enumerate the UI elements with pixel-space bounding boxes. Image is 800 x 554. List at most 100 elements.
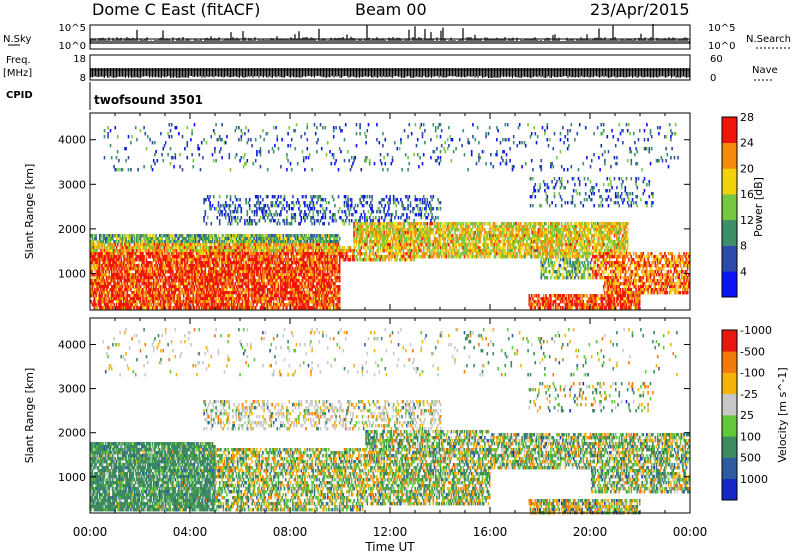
power-echo-cell — [199, 147, 201, 150]
power-echo-cell — [203, 138, 205, 141]
power-echo-cell — [113, 258, 115, 261]
power-echo-cell — [249, 291, 251, 294]
power-echo-cell — [182, 264, 184, 267]
power-echo-cell — [238, 300, 240, 303]
power-echo-cell — [212, 246, 214, 249]
power-echo-cell — [241, 276, 243, 279]
power-echo-cell — [165, 141, 167, 144]
power-echo-cell — [242, 132, 244, 135]
power-echo-cell — [109, 273, 111, 276]
power-echo-cell — [110, 129, 112, 132]
power-echo-field — [91, 123, 690, 309]
power-echo-cell — [134, 234, 136, 237]
power-echo-cell — [167, 153, 169, 156]
power-echo-cell — [149, 234, 151, 237]
power-echo-cell — [199, 153, 201, 156]
power-echo-cell — [170, 147, 172, 150]
power-echo-cell — [149, 270, 151, 273]
power-echo-cell — [95, 234, 97, 237]
power-echo-cell — [208, 300, 210, 303]
power-echo-cell — [116, 288, 118, 291]
power-echo-cell — [247, 219, 249, 222]
power-echo-cell — [116, 267, 118, 270]
power-echo-cell — [142, 249, 144, 252]
power-echo-cell — [250, 243, 252, 246]
power-echo-cell — [214, 132, 216, 135]
power-echo-cell — [239, 288, 241, 291]
power-echo-cell — [100, 237, 102, 240]
power-echo-cell — [244, 153, 246, 156]
power-echo-cell — [178, 237, 180, 240]
power-echo-cell — [152, 267, 154, 270]
power-echo-cell — [188, 258, 190, 261]
power-echo-cell — [142, 252, 144, 255]
power-echo-cell — [193, 294, 195, 297]
power-echo-cell — [248, 234, 250, 237]
power-echo-cell — [231, 216, 233, 219]
power-echo-cell — [229, 216, 231, 219]
power-echo-cell — [236, 264, 238, 267]
power-echo-cell — [99, 246, 101, 249]
power-echo-cell — [104, 135, 106, 138]
power-echo-cell — [248, 201, 250, 204]
power-echo-cell — [189, 282, 191, 285]
power-echo-cell — [241, 216, 243, 219]
power-echo-cell — [244, 249, 246, 252]
power-echo-cell — [165, 282, 167, 285]
power-echo-cell — [214, 147, 216, 150]
power-echo-cell — [248, 261, 250, 264]
power-echo-cell — [124, 261, 126, 264]
power-echo-cell — [197, 273, 199, 276]
power-echo-cell — [243, 288, 245, 291]
power-echo-cell — [226, 135, 228, 138]
power-echo-cell — [122, 288, 124, 291]
power-echo-cell — [218, 201, 220, 204]
power-echo-cell — [106, 297, 108, 300]
freq-top-tick: 18 — [73, 54, 86, 65]
power-echo-cell — [197, 267, 199, 270]
power-echo-cell — [139, 261, 141, 264]
cpid-label: CPID — [6, 90, 33, 101]
power-echo-cell — [229, 156, 231, 159]
power-echo-cell — [124, 252, 126, 255]
power-echo-cell — [148, 285, 150, 288]
power-echo-cell — [104, 129, 106, 132]
power-echo-cell — [125, 237, 127, 240]
power-echo-cell — [243, 156, 245, 159]
power-echo-cell — [121, 279, 123, 282]
power-echo-cell — [116, 303, 118, 306]
power-echo-cell — [163, 159, 165, 162]
power-echo-cell — [170, 303, 172, 306]
power-echo-cell — [208, 303, 210, 306]
power-echo-cell — [207, 216, 209, 219]
power-echo-cell — [235, 129, 237, 132]
power-echo-cell — [149, 255, 151, 258]
power-echo-cell — [169, 243, 171, 246]
power-echo-cell — [157, 264, 159, 267]
power-echo-cell — [103, 276, 105, 279]
power-echo-cell — [215, 297, 217, 300]
power-echo-cell — [185, 267, 187, 270]
power-echo-cell — [196, 246, 198, 249]
power-echo-cell — [225, 210, 227, 213]
power-echo-cell — [176, 246, 178, 249]
power-echo-cell — [130, 264, 132, 267]
power-echo-cell — [152, 264, 154, 267]
power-echo-cell — [161, 288, 163, 291]
power-echo-cell — [224, 249, 226, 252]
power-echo-cell — [171, 123, 173, 126]
power-echo-cell — [164, 273, 166, 276]
power-echo-cell — [200, 243, 202, 246]
power-echo-cell — [123, 294, 125, 297]
power-echo-cell — [201, 258, 203, 261]
power-echo-cell — [208, 258, 210, 261]
power-echo-cell — [122, 168, 124, 171]
power-echo-cell — [191, 243, 193, 246]
power-echo-cell — [105, 258, 107, 261]
power-echo-cell — [221, 210, 223, 213]
power-echo-cell — [182, 168, 184, 171]
power-echo-cell — [189, 273, 191, 276]
power-echo-cell — [225, 213, 227, 216]
power-echo-cell — [244, 222, 246, 225]
power-echo-cell — [118, 159, 120, 162]
